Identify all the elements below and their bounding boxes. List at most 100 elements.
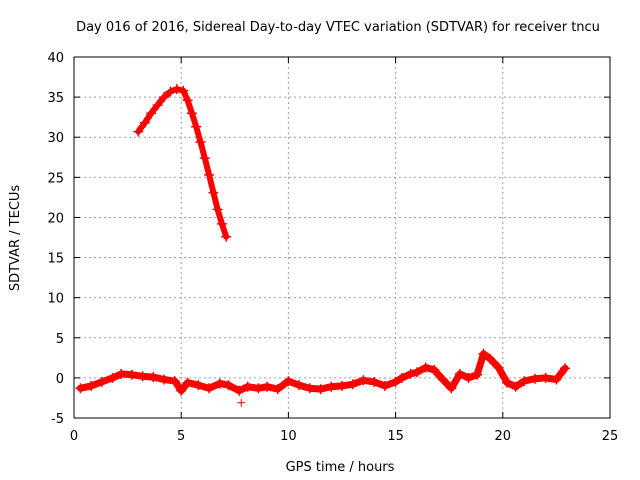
data-point <box>326 381 337 392</box>
data-point <box>116 368 127 379</box>
data-point <box>237 398 246 407</box>
data-point <box>216 218 227 229</box>
data-point <box>560 363 570 374</box>
x-tick-labels: 0 5 10 15 20 25 <box>70 429 618 444</box>
x-tick-label: 0 <box>70 429 78 444</box>
series-high-arc <box>133 84 232 242</box>
data-point <box>283 376 294 387</box>
y-tick-label: 5 <box>56 332 64 347</box>
data-point <box>272 384 283 395</box>
data-point <box>191 121 202 132</box>
y-tick-labels: -5 0 5 10 15 20 25 30 35 40 <box>47 51 64 427</box>
data-point <box>551 374 562 385</box>
data-point <box>208 187 219 198</box>
data-point <box>437 374 448 385</box>
axis-ticks <box>73 56 611 419</box>
data-point <box>212 204 223 215</box>
data-point <box>133 126 144 137</box>
data-point <box>412 367 422 378</box>
data-point <box>137 371 148 382</box>
data-point <box>519 376 530 387</box>
data-point <box>221 231 232 242</box>
data-point <box>472 369 483 380</box>
series-trace <box>76 350 569 395</box>
data-point <box>234 385 245 396</box>
data-point <box>530 373 540 384</box>
x-tick-label: 25 <box>602 429 619 444</box>
data-point <box>484 353 495 364</box>
data-point <box>139 117 150 128</box>
data-point <box>493 362 504 373</box>
data-point <box>446 383 457 394</box>
data-point <box>146 108 157 119</box>
data-point <box>337 380 347 391</box>
data-point <box>369 376 380 387</box>
y-tick-label: 40 <box>47 51 64 66</box>
data-point <box>193 380 204 391</box>
plot-frame <box>73 56 611 419</box>
data-point <box>159 374 169 385</box>
data-point <box>204 383 215 394</box>
y-tick-label: 25 <box>47 171 64 186</box>
data-point <box>379 380 390 391</box>
x-tick-label: 5 <box>177 429 185 444</box>
data-point <box>75 383 86 394</box>
plot-border <box>73 56 611 419</box>
y-tick-label: 0 <box>56 372 64 387</box>
data-point <box>502 377 513 388</box>
y-tick-label: 35 <box>47 91 64 106</box>
data-point <box>478 348 489 359</box>
data-point <box>223 380 234 391</box>
data-point <box>169 376 180 387</box>
data-point <box>454 368 465 379</box>
data-point <box>463 372 474 383</box>
data-point <box>199 153 210 164</box>
data-point <box>242 381 253 392</box>
data-point <box>176 385 187 396</box>
data-point <box>159 92 169 103</box>
data-point <box>420 362 431 373</box>
data-point <box>96 376 107 387</box>
y-tick-label: -5 <box>51 412 64 427</box>
data-point <box>347 379 358 390</box>
data-point <box>186 108 197 119</box>
data-point <box>540 372 551 383</box>
data-point <box>294 380 305 391</box>
data-point <box>86 380 97 391</box>
data-point <box>214 378 225 389</box>
data-point <box>358 375 369 386</box>
data-point <box>315 384 326 395</box>
data-point <box>405 368 416 379</box>
x-tick-label: 20 <box>495 429 512 444</box>
y-tick-label: 10 <box>47 292 64 307</box>
data-point <box>178 85 189 96</box>
data-point <box>152 100 163 111</box>
grid-lines <box>74 57 610 418</box>
x-tick-label: 10 <box>280 429 297 444</box>
data-point <box>397 372 407 383</box>
data-point <box>253 383 264 394</box>
data-point <box>304 383 315 394</box>
data-point <box>148 372 159 383</box>
data-point <box>165 86 176 97</box>
data-point <box>182 95 193 106</box>
x-tick-label: 15 <box>387 429 404 444</box>
y-axis-label: SDTVAR / TECUs <box>8 185 23 292</box>
series-outlier <box>237 398 246 407</box>
y-tick-label: 30 <box>47 131 64 146</box>
y-tick-label: 15 <box>47 252 64 267</box>
chart-title: Day 016 of 2016, Sidereal Day-to-day VTE… <box>76 20 600 35</box>
data-point <box>510 381 521 392</box>
data-point <box>204 169 215 180</box>
data-point <box>262 381 272 392</box>
x-axis-label: GPS time / hours <box>286 460 395 475</box>
data-point <box>390 376 401 387</box>
data-point <box>195 137 206 147</box>
data-point <box>126 369 137 380</box>
data-point <box>429 364 440 375</box>
y-tick-label: 20 <box>47 211 64 226</box>
series-low-band <box>75 348 570 396</box>
data-point <box>107 372 118 383</box>
data-point <box>171 84 182 95</box>
